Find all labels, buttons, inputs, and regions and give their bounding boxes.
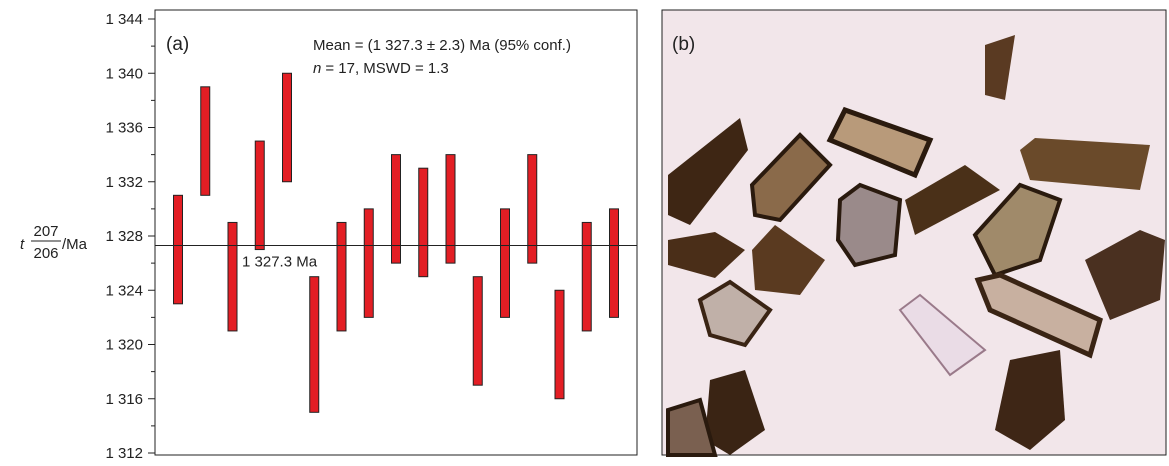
error-bar bbox=[610, 209, 619, 318]
error-bar bbox=[337, 222, 346, 331]
error-bar bbox=[364, 209, 373, 318]
error-bar bbox=[201, 87, 210, 196]
annotation-stats: = 17, MSWD = 1.3 bbox=[325, 60, 448, 77]
annotation: n= 17, MSWD = 1.3 bbox=[313, 60, 449, 77]
y-label-prefix: t bbox=[20, 236, 25, 253]
error-bar bbox=[555, 290, 564, 399]
figure: (a) Mean = (1 327.3 ± 2.3) Ma (95% conf.… bbox=[0, 0, 1169, 461]
y-label-denominator: 206 bbox=[33, 245, 58, 262]
error-bar bbox=[473, 277, 482, 386]
y-label-suffix: /Ma bbox=[62, 236, 88, 253]
y-tick-label: 1 320 bbox=[105, 337, 143, 354]
y-tick-label: 1 328 bbox=[105, 228, 143, 245]
error-bar bbox=[255, 141, 264, 250]
error-bar bbox=[501, 209, 510, 318]
error-bar bbox=[582, 222, 591, 331]
y-tick-label: 1 316 bbox=[105, 391, 143, 408]
error-bar bbox=[174, 195, 183, 304]
error-bar bbox=[446, 155, 455, 264]
y-tick-label: 1 332 bbox=[105, 174, 143, 191]
y-tick-label: 1 340 bbox=[105, 65, 143, 82]
y-tick-label: 1 336 bbox=[105, 120, 143, 137]
error-bar bbox=[310, 277, 319, 413]
error-bar bbox=[283, 73, 292, 182]
annotation-n: n bbox=[313, 60, 321, 77]
error-bar bbox=[392, 155, 401, 264]
y-tick-label: 1 324 bbox=[105, 282, 143, 299]
photo-panel: (b) bbox=[662, 10, 1166, 455]
panel-label: (b) bbox=[672, 34, 695, 55]
y-tick-label: 1 312 bbox=[105, 445, 143, 461]
crystal bbox=[838, 185, 900, 265]
error-bar bbox=[528, 155, 537, 264]
annotation: Mean = (1 327.3 ± 2.3) Ma (95% conf.) bbox=[313, 37, 571, 54]
mean-label: 1 327.3 Ma bbox=[242, 253, 318, 270]
error-bar bbox=[228, 222, 237, 331]
y-axis-label: t 207 206 /Ma bbox=[20, 223, 88, 262]
y-label-numerator: 207 bbox=[33, 223, 58, 240]
error-bar bbox=[419, 168, 428, 277]
y-tick-label: 1 344 bbox=[105, 11, 143, 28]
panel-label: (a) bbox=[166, 34, 189, 55]
